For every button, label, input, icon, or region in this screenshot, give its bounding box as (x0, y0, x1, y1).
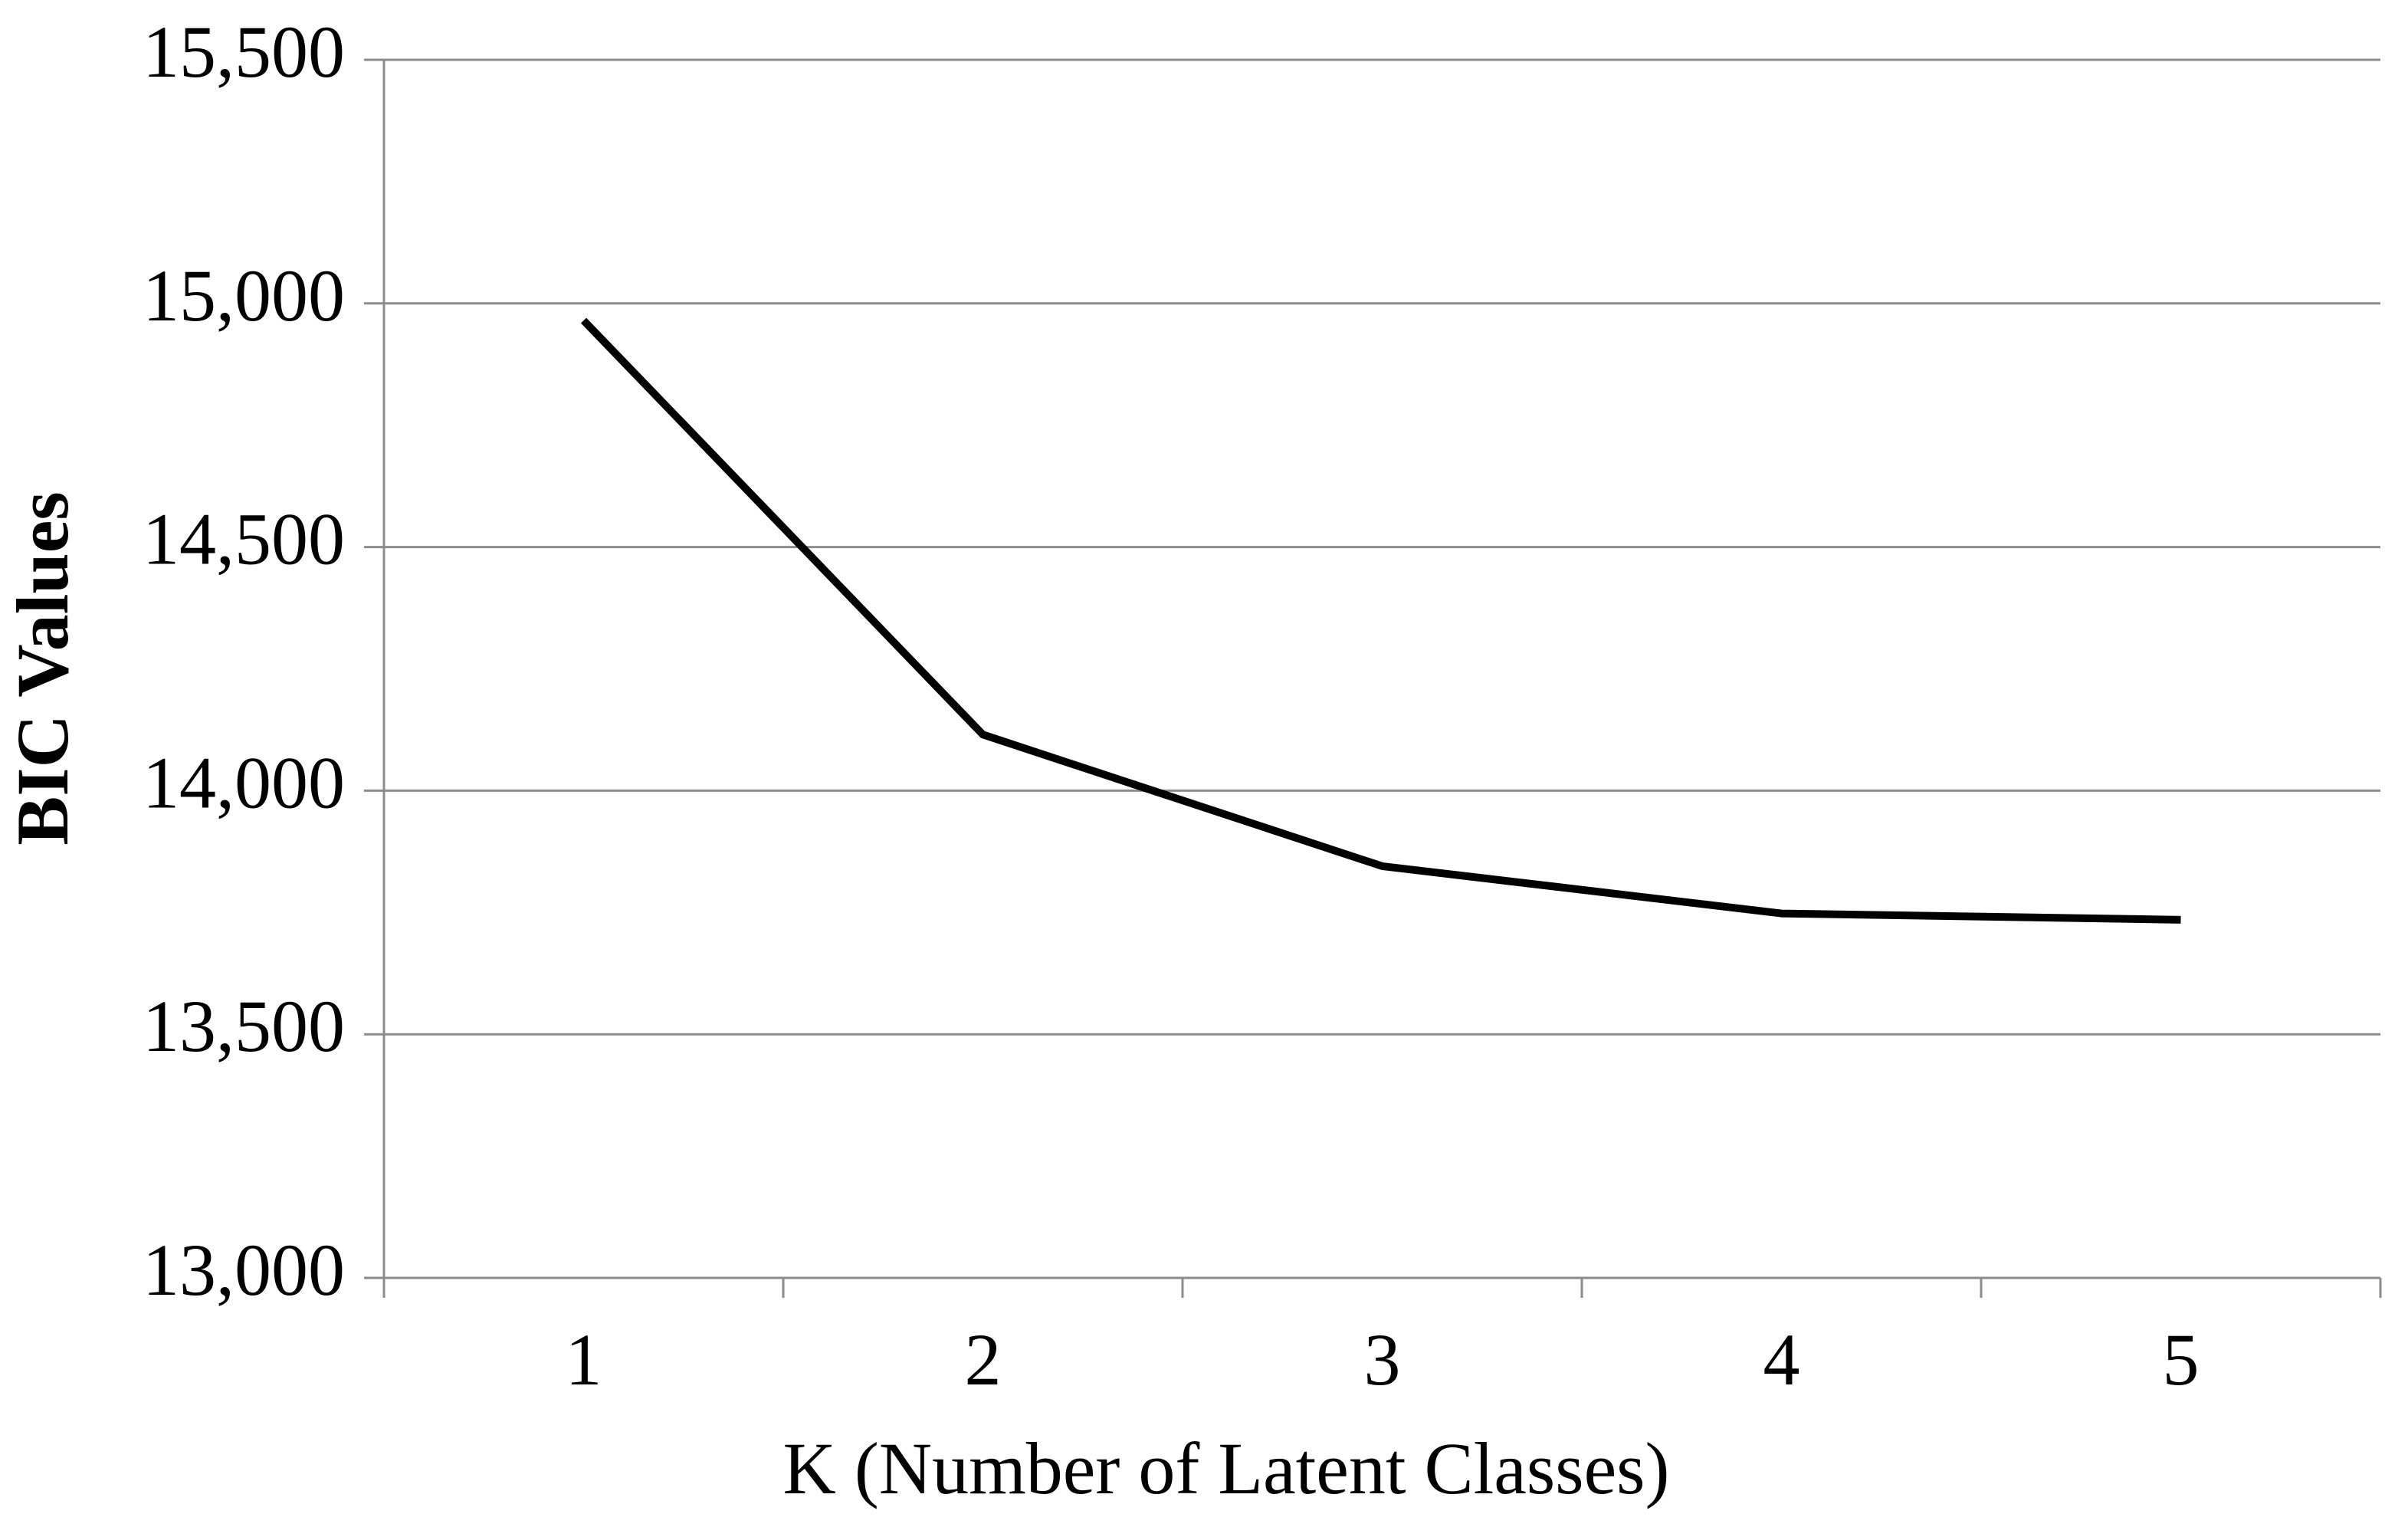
y-tick-label: 14,000 (143, 741, 345, 823)
data-line (580, 317, 2181, 924)
y-axis-title: BIC Values (2, 491, 84, 846)
y-tick-label: 13,000 (143, 1229, 345, 1311)
y-tick-label: 13,500 (143, 985, 345, 1067)
y-tick-label: 15,000 (143, 255, 345, 337)
x-tick-label: 1 (566, 1319, 602, 1401)
x-tick-label: 4 (1763, 1319, 1800, 1401)
y-tick-label: 14,500 (143, 498, 345, 580)
y-tick-label: 15,500 (143, 11, 345, 93)
x-tick-label: 2 (965, 1319, 1002, 1401)
x-tick-label: 5 (2163, 1319, 2200, 1401)
x-axis-title: K (Number of Latent Classes) (782, 1427, 1669, 1509)
x-tick-label: 3 (1364, 1319, 1401, 1401)
